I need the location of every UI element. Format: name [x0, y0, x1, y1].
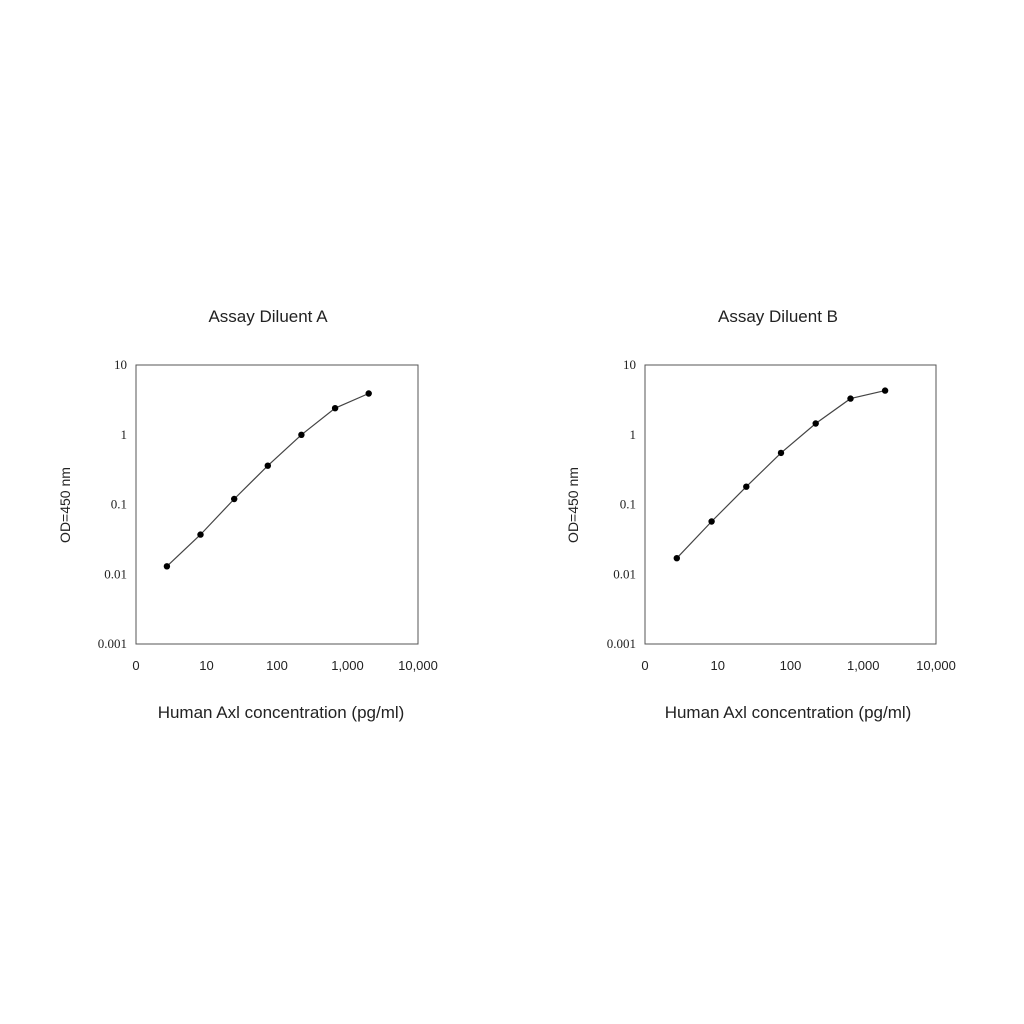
x-tick-label: 1,000	[331, 658, 364, 673]
x-tick-label: 0	[132, 658, 139, 673]
x-tick-label: 10,000	[398, 658, 438, 673]
x-tick-label: 0	[641, 658, 648, 673]
data-point	[163, 563, 171, 570]
plot-frame	[644, 364, 937, 645]
data-point	[777, 449, 785, 457]
series-line	[163, 390, 372, 570]
data-point	[331, 405, 339, 412]
y-tick-label: 0.01	[104, 566, 127, 581]
data-point	[812, 420, 819, 427]
data-point	[881, 387, 889, 394]
y-axis-label: OD=450 nm	[565, 467, 581, 543]
y-tick-label: 0.1	[620, 497, 636, 512]
data-point	[708, 518, 715, 525]
tick-labels: 0 10 100 1,000 10,000 0.001 0.01 0.1 1 10	[98, 357, 438, 673]
tick-labels: 0 10 100 1,000 10,000 0.001 0.01 0.1 1 10	[607, 357, 956, 673]
data-point	[231, 495, 238, 503]
data-point	[847, 395, 854, 402]
x-tick-label: 100	[780, 658, 802, 673]
data-point	[298, 431, 305, 438]
y-tick-label: 10	[623, 357, 636, 372]
series-path	[676, 390, 886, 559]
y-axis-label: OD=450 nm	[57, 467, 73, 543]
y-tick-label: 1	[121, 427, 128, 442]
data-point	[264, 462, 271, 469]
y-tick-label: 0.001	[98, 636, 127, 651]
series-line	[673, 387, 889, 562]
y-tick-label: 0.001	[607, 636, 636, 651]
y-tick-label: 1	[630, 427, 637, 442]
data-point	[365, 390, 372, 397]
x-axis-label: Human Axl concentration (pg/ml)	[665, 703, 912, 722]
x-axis-label: Human Axl concentration (pg/ml)	[158, 703, 405, 722]
x-tick-label: 10,000	[916, 658, 956, 673]
y-tick-label: 0.01	[613, 566, 636, 581]
data-point	[673, 555, 680, 562]
data-point	[197, 531, 204, 538]
x-tick-label: 10	[711, 658, 725, 673]
data-point	[743, 483, 750, 490]
x-tick-label: 10	[199, 658, 213, 673]
series-path	[166, 392, 369, 567]
chart-assay-diluent-a: Assay Diluent A OD=450 nm Human Axl conc…	[57, 307, 438, 722]
chart-title: Assay Diluent B	[718, 307, 838, 326]
y-tick-label: 0.1	[111, 497, 127, 512]
chart-assay-diluent-b: Assay Diluent B OD=450 nm Human Axl conc…	[565, 307, 956, 722]
plot-frame	[135, 364, 419, 645]
x-tick-label: 100	[266, 658, 288, 673]
x-tick-label: 1,000	[847, 658, 880, 673]
chart-title: Assay Diluent A	[208, 307, 328, 326]
y-tick-label: 10	[114, 357, 127, 372]
